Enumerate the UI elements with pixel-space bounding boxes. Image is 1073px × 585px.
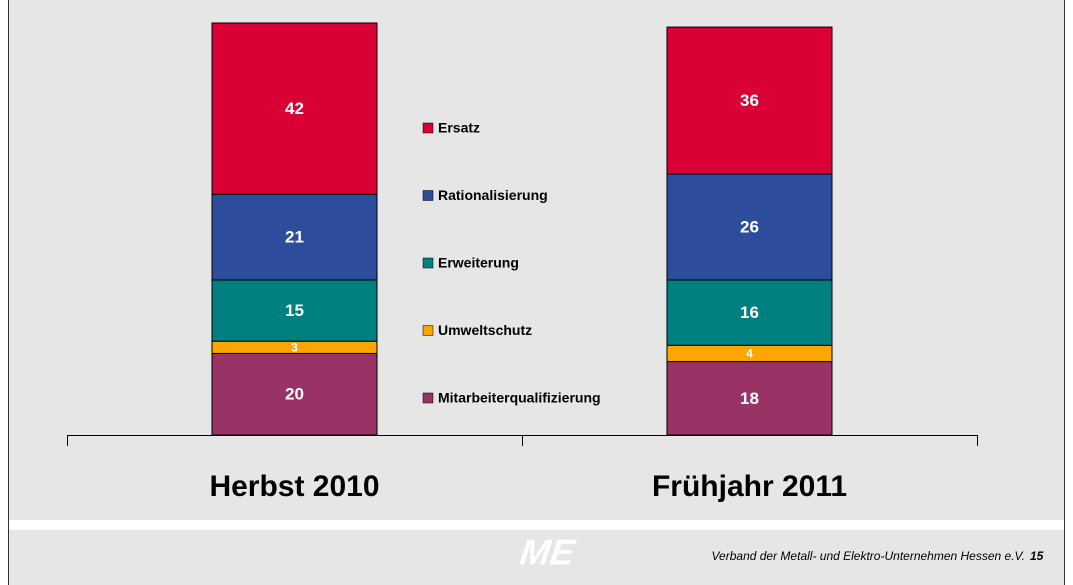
legend-label: Rationalisierung <box>438 187 548 203</box>
bar-segment <box>666 361 833 436</box>
legend-swatch <box>422 392 434 404</box>
legend-label: Umweltschutz <box>438 322 532 338</box>
data-label: 18 <box>740 389 759 408</box>
bar-segment <box>211 352 378 436</box>
data-label: 15 <box>285 301 304 320</box>
page-number: 15 <box>1030 549 1044 563</box>
data-label: 3 <box>291 340 298 354</box>
data-label: 42 <box>285 99 304 118</box>
data-label: 20 <box>285 385 304 404</box>
data-label: 36 <box>740 91 759 110</box>
bar-segment <box>211 22 378 195</box>
footer-background <box>8 530 1064 585</box>
data-label: 4 <box>746 347 753 361</box>
data-label: 21 <box>285 228 304 247</box>
legend-swatch <box>422 190 434 201</box>
x-tick-label: Frühjahr 2011 <box>652 470 847 503</box>
legend-swatch <box>422 325 434 336</box>
footer-text: Verband der Metall- und Elektro-Unterneh… <box>712 549 1026 563</box>
legend-label: Ersatz <box>438 120 480 136</box>
data-label: 26 <box>740 217 759 236</box>
x-tick-label: Herbst 2010 <box>209 470 379 503</box>
bar-segment <box>211 279 378 342</box>
data-label: 16 <box>740 303 759 322</box>
legend-label: Erweiterung <box>438 255 519 271</box>
legend-swatch <box>422 257 434 269</box>
chart-background <box>8 0 1064 520</box>
logo: ME <box>518 532 580 573</box>
bar-segment <box>666 279 833 346</box>
bar-segment <box>666 26 833 175</box>
legend-swatch <box>422 122 434 134</box>
legend-label: Mitarbeiterqualifizierung <box>438 390 601 406</box>
